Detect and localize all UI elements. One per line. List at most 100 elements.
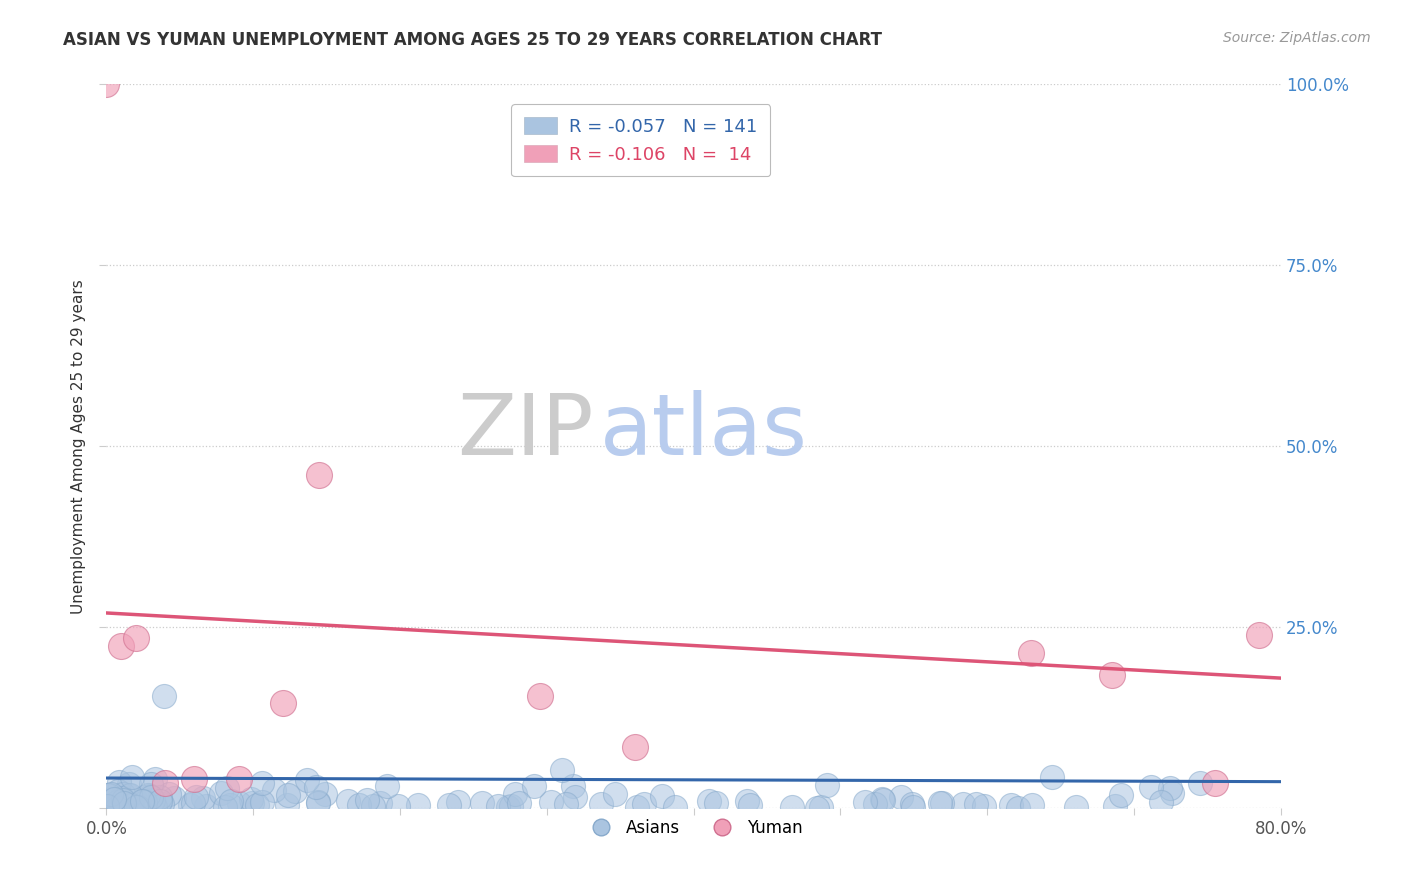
- Point: [96, 789, 118, 803]
- Point: [624, 739, 647, 754]
- Point: [142, 793, 165, 807]
- Point: [633, 797, 655, 811]
- Point: [361, 798, 384, 813]
- Point: [218, 798, 240, 813]
- Point: [806, 801, 828, 815]
- Point: [221, 794, 243, 808]
- Point: [183, 796, 205, 810]
- Point: [145, 800, 167, 814]
- Point: [1066, 800, 1088, 814]
- Point: [276, 798, 298, 813]
- Point: [271, 697, 294, 711]
- Point: [735, 794, 758, 808]
- Point: [1007, 800, 1029, 814]
- Point: [508, 797, 530, 811]
- Point: [263, 782, 285, 797]
- Point: [555, 797, 578, 812]
- Point: [125, 799, 148, 814]
- Point: [356, 793, 378, 807]
- Point: [1247, 628, 1270, 642]
- Point: [1021, 646, 1043, 660]
- Point: [1109, 789, 1132, 803]
- Point: [183, 772, 205, 787]
- Text: ASIAN VS YUMAN UNEMPLOYMENT AMONG AGES 25 TO 29 YEARS CORRELATION CHART: ASIAN VS YUMAN UNEMPLOYMENT AMONG AGES 2…: [63, 31, 883, 49]
- Point: [96, 78, 118, 92]
- Point: [872, 791, 894, 805]
- Point: [307, 796, 329, 810]
- Point: [209, 787, 232, 801]
- Point: [872, 793, 894, 807]
- Point: [697, 794, 720, 808]
- Point: [447, 795, 470, 809]
- Point: [564, 790, 586, 805]
- Point: [228, 797, 250, 811]
- Point: [131, 794, 153, 808]
- Point: [111, 790, 134, 805]
- Point: [150, 797, 173, 812]
- Point: [101, 801, 124, 815]
- Y-axis label: Unemployment Among Ages 25 to 29 years: Unemployment Among Ages 25 to 29 years: [72, 279, 86, 614]
- Point: [157, 788, 180, 802]
- Point: [127, 800, 149, 814]
- Point: [139, 790, 162, 805]
- Point: [107, 784, 129, 798]
- Point: [529, 690, 551, 704]
- Point: [901, 797, 924, 811]
- Point: [523, 779, 546, 793]
- Point: [214, 799, 236, 814]
- Point: [284, 783, 307, 797]
- Point: [101, 800, 124, 814]
- Point: [1042, 770, 1064, 784]
- Point: [103, 797, 125, 812]
- Point: [540, 795, 562, 809]
- Point: [162, 790, 184, 805]
- Point: [250, 776, 273, 790]
- Legend: Asians, Yuman: Asians, Yuman: [578, 813, 810, 844]
- Point: [1000, 798, 1022, 813]
- Point: [134, 797, 156, 812]
- Point: [1204, 776, 1226, 790]
- Point: [605, 787, 627, 801]
- Point: [96, 799, 118, 814]
- Point: [215, 780, 238, 795]
- Point: [107, 775, 129, 789]
- Point: [901, 800, 924, 814]
- Point: [589, 797, 612, 812]
- Point: [375, 779, 398, 793]
- Point: [1104, 799, 1126, 814]
- Point: [148, 794, 170, 808]
- Point: [551, 763, 574, 777]
- Point: [307, 795, 329, 809]
- Point: [114, 797, 136, 811]
- Point: [1139, 780, 1161, 794]
- Point: [145, 772, 167, 786]
- Point: [239, 792, 262, 806]
- Point: [112, 796, 135, 810]
- Text: Source: ZipAtlas.com: Source: ZipAtlas.com: [1223, 31, 1371, 45]
- Point: [368, 796, 391, 810]
- Point: [191, 790, 214, 805]
- Point: [890, 790, 912, 805]
- Point: [110, 639, 132, 653]
- Point: [153, 690, 176, 704]
- Point: [121, 770, 143, 784]
- Point: [1149, 795, 1171, 809]
- Point: [103, 791, 125, 805]
- Point: [336, 794, 359, 808]
- Point: [141, 798, 163, 813]
- Point: [105, 800, 128, 814]
- Point: [246, 797, 269, 812]
- Point: [437, 797, 460, 812]
- Point: [184, 790, 207, 805]
- Point: [780, 800, 803, 814]
- Point: [118, 777, 141, 791]
- Point: [105, 795, 128, 809]
- Point: [738, 797, 761, 812]
- Point: [1101, 667, 1123, 681]
- Point: [973, 798, 995, 813]
- Point: [120, 789, 142, 803]
- Point: [503, 787, 526, 801]
- Point: [651, 789, 673, 804]
- Point: [810, 800, 832, 814]
- Point: [98, 788, 121, 802]
